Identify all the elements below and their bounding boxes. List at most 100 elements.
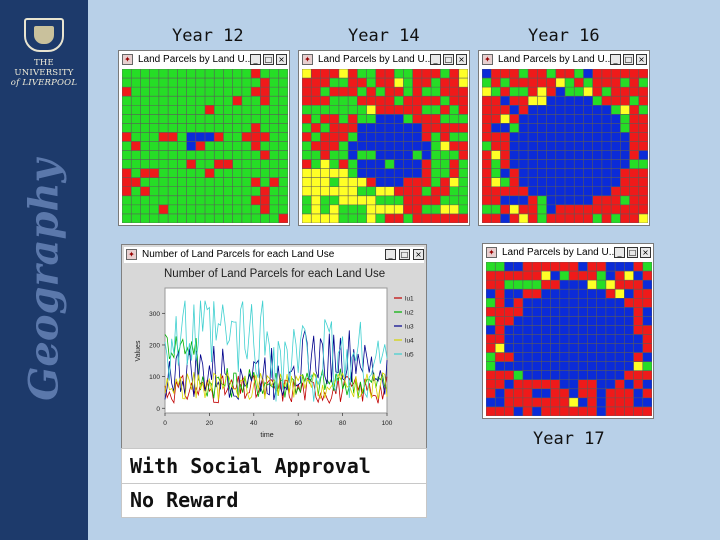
parcel-cell [555, 105, 566, 115]
close-button[interactable]: × [456, 54, 467, 65]
parcel-cell [168, 141, 178, 151]
close-button[interactable]: × [276, 54, 287, 65]
parcel-cell [638, 96, 648, 106]
parcel-cell [596, 298, 607, 308]
maximize-button[interactable]: □ [627, 247, 638, 258]
parcel-cell [232, 105, 243, 115]
parcel-cell [320, 150, 330, 160]
minimize-button[interactable]: _ [430, 54, 441, 65]
parcel-cell [223, 204, 233, 215]
parcel-cell [615, 298, 625, 308]
parcel-cell [482, 105, 492, 115]
parcel-cell [269, 123, 280, 133]
parcel-cell [504, 379, 514, 390]
minimize-button[interactable]: _ [250, 54, 261, 65]
parcel-cell [642, 316, 652, 326]
parcel-cell [522, 262, 533, 272]
legend-label: lu2 [405, 310, 414, 317]
parcel-cell [495, 406, 505, 416]
parcel-cell [565, 168, 575, 179]
parcel-cell [642, 379, 652, 390]
window-title-bar[interactable]: ✦ Land Parcels by Land U... _ □ × [121, 53, 287, 67]
parcel-cell [412, 213, 423, 223]
parcel-cell [385, 123, 395, 133]
parcel-cell [375, 150, 386, 160]
parcel-cell [528, 159, 538, 169]
close-button[interactable]: × [640, 247, 651, 258]
vertical-title: Geography [20, 159, 68, 401]
parcel-cell [638, 177, 648, 188]
parcel-cell [509, 177, 520, 188]
parcel-cell [338, 195, 349, 206]
parcel-cell [302, 186, 312, 197]
chart-window[interactable]: ✦ Number of Land Parcels for each Land U… [121, 244, 427, 452]
parcel-cell [311, 69, 321, 79]
close-button[interactable]: × [636, 54, 647, 65]
parcel-cell [168, 69, 178, 79]
parcel-cell [329, 141, 340, 151]
parcel-cell [348, 114, 358, 124]
parcel-cell [513, 397, 524, 408]
parcel-cell [550, 316, 561, 326]
parcel-cell [122, 87, 132, 97]
parcel-cell [482, 78, 492, 88]
maximize-button[interactable]: □ [399, 249, 410, 260]
parcel-cell [440, 213, 450, 223]
parcel-cell [615, 289, 625, 299]
parcel-cell [633, 298, 644, 308]
parcel-cell [168, 87, 178, 97]
window-title-bar[interactable]: ✦ Land Parcels by Land U... _ □ × [481, 53, 647, 67]
parcel-cell [385, 213, 395, 223]
minimize-button[interactable]: _ [610, 54, 621, 65]
parcel-cell [131, 159, 141, 169]
y-tick-label: 100 [149, 374, 160, 381]
parcel-cell [260, 159, 270, 169]
grid-window-year-12[interactable]: ✦ Land Parcels by Land U... _ □ × [118, 50, 290, 226]
parcel-cell [596, 334, 607, 344]
parcel-cell [583, 69, 593, 79]
parcel-cell [251, 87, 261, 97]
maximize-button[interactable]: □ [443, 54, 454, 65]
parcel-cell [583, 159, 593, 169]
parcel-cell [223, 159, 233, 169]
window-title-bar[interactable]: ✦ Land Parcels by Land U... _ □ × [301, 53, 467, 67]
minimize-button[interactable]: _ [385, 249, 396, 260]
parcel-cell [260, 204, 270, 215]
parcel-cell [495, 370, 505, 381]
window-title-bar[interactable]: ✦ Land Parcels by Land U... _ □ × [485, 246, 651, 260]
parcel-cell [500, 87, 510, 97]
grid-window-year-16[interactable]: ✦ Land Parcels by Land U... _ □ × [478, 50, 650, 226]
parcel-cell [140, 87, 150, 97]
parcel-cell [629, 186, 640, 197]
window-title: Land Parcels by Land U... [138, 54, 254, 65]
parcel-cell [500, 177, 510, 188]
maximize-button[interactable]: □ [623, 54, 634, 65]
window-title-bar[interactable]: ✦ Number of Land Parcels for each Land U… [124, 247, 424, 263]
parcel-cell [565, 204, 575, 215]
parcel-cell [500, 105, 510, 115]
parcel-cell [251, 195, 261, 206]
parcel-cell [638, 141, 648, 151]
parcel-cell [495, 316, 505, 326]
parcel-cell [495, 379, 505, 390]
parcel-cell [578, 352, 588, 362]
parcel-cell [122, 123, 132, 133]
parcel-cell [638, 69, 648, 79]
parcel-cell [403, 123, 413, 133]
grid-window-year-17[interactable]: ✦ Land Parcels by Land U... _ □ × [482, 243, 654, 419]
parcel-cell [620, 114, 630, 124]
parcel-cell [394, 213, 404, 223]
close-button[interactable]: × [413, 249, 424, 260]
parcel-cell [528, 150, 538, 160]
parcel-cell [629, 150, 640, 160]
parcel-cell [394, 195, 404, 206]
parcel-cell [140, 123, 150, 133]
parcel-cell [624, 397, 634, 408]
grid-window-year-14[interactable]: ✦ Land Parcels by Land U... _ □ × [298, 50, 470, 226]
parcel-cell [565, 195, 575, 206]
parcel-cell [578, 361, 588, 372]
maximize-button[interactable]: □ [263, 54, 274, 65]
minimize-button[interactable]: _ [614, 247, 625, 258]
parcel-cell [491, 195, 501, 206]
parcel-cell [302, 159, 312, 169]
